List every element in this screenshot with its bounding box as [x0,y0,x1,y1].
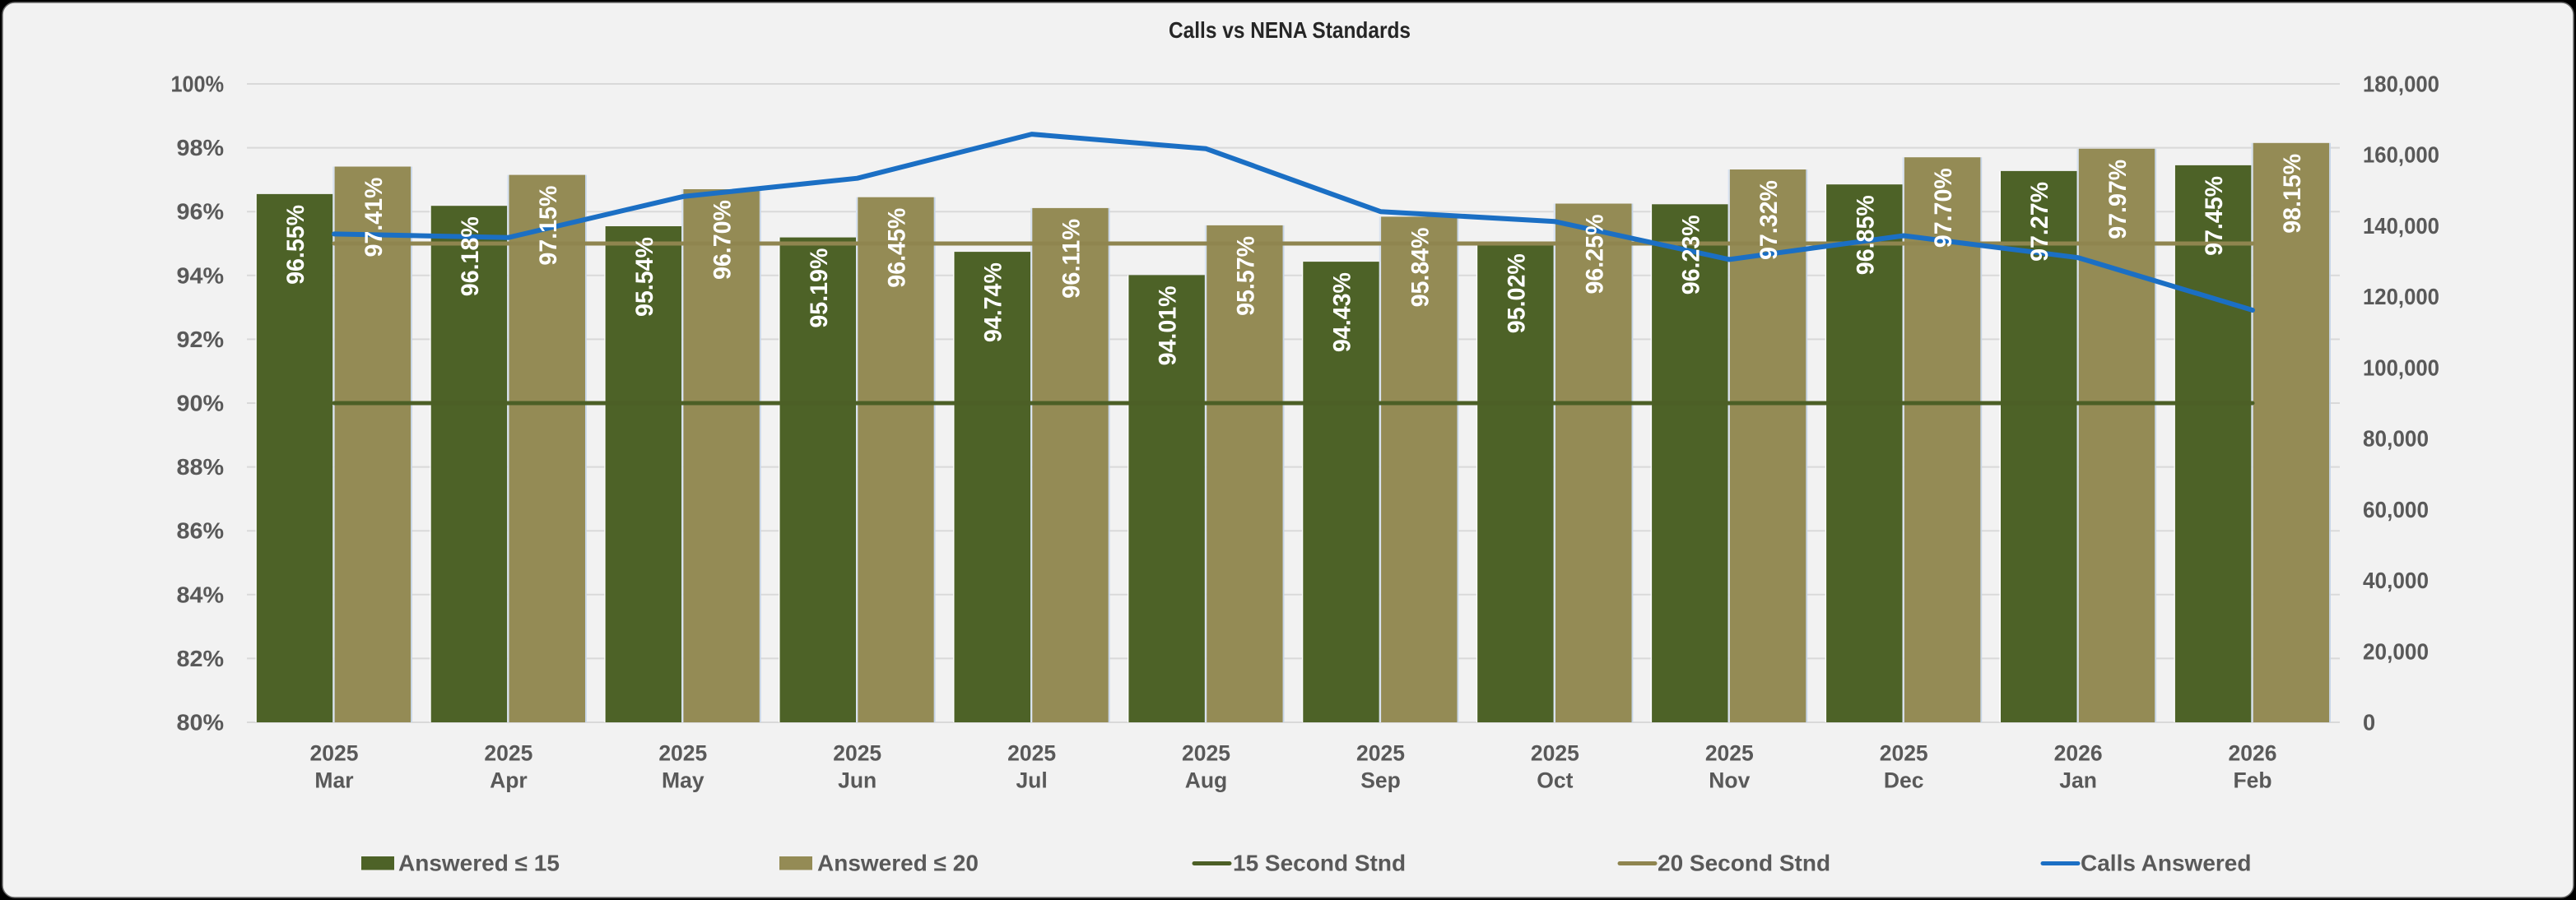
svg-text:Calls Answered: Calls Answered [2081,851,2251,876]
svg-text:98%: 98% [177,135,225,160]
svg-text:80%: 80% [177,710,225,735]
svg-text:96.85%: 96.85% [1852,195,1879,275]
svg-text:May: May [662,768,704,793]
svg-text:100,000: 100,000 [2363,355,2439,380]
svg-text:88%: 88% [177,454,225,480]
svg-text:0: 0 [2363,710,2375,735]
svg-text:2025: 2025 [1880,741,1928,766]
svg-text:15 Second Stnd: 15 Second Stnd [1233,851,1406,876]
svg-text:96.23%: 96.23% [1677,215,1704,295]
svg-text:2025: 2025 [833,741,881,766]
svg-text:2025: 2025 [1182,741,1230,766]
svg-text:Jun: Jun [838,768,876,793]
svg-text:2026: 2026 [2229,741,2277,766]
svg-text:60,000: 60,000 [2363,497,2429,522]
svg-text:180,000: 180,000 [2363,72,2439,97]
svg-text:95.84%: 95.84% [1407,227,1434,307]
svg-text:2025: 2025 [484,741,532,766]
svg-text:Apr: Apr [490,768,528,793]
svg-text:96.25%: 96.25% [1581,215,1608,295]
svg-text:40,000: 40,000 [2363,568,2429,593]
svg-text:97.15%: 97.15% [535,186,562,266]
svg-text:2026: 2026 [2054,741,2103,766]
svg-text:97.41%: 97.41% [360,178,388,257]
svg-text:2025: 2025 [1705,741,1754,766]
svg-text:94.01%: 94.01% [1155,285,1182,365]
svg-text:86%: 86% [177,518,225,544]
svg-text:97.45%: 97.45% [2201,176,2228,256]
svg-text:82%: 82% [177,646,225,671]
svg-text:96.18%: 96.18% [457,216,484,296]
svg-text:2025: 2025 [1356,741,1405,766]
svg-text:Jul: Jul [1016,768,1047,793]
svg-text:96.45%: 96.45% [884,208,911,288]
svg-text:96%: 96% [177,199,225,225]
svg-text:Feb: Feb [2233,768,2271,793]
svg-text:97.32%: 97.32% [1755,180,1783,260]
svg-text:Oct: Oct [1537,768,1573,793]
svg-text:2025: 2025 [1007,741,1056,766]
svg-text:97.70%: 97.70% [1930,168,1957,248]
svg-text:84%: 84% [177,582,225,607]
svg-text:20 Second Stnd: 20 Second Stnd [1658,851,1830,876]
svg-text:90%: 90% [177,391,225,416]
svg-text:95.19%: 95.19% [806,248,833,328]
svg-text:94.43%: 94.43% [1329,272,1356,352]
svg-text:96.70%: 96.70% [709,200,737,280]
svg-text:Mar: Mar [314,768,353,793]
svg-text:Answered ≤ 15: Answered ≤ 15 [398,851,560,876]
svg-text:94%: 94% [177,262,225,288]
svg-text:160,000: 160,000 [2363,142,2439,168]
svg-text:Answered ≤ 20: Answered ≤ 20 [817,851,979,876]
svg-text:Sep: Sep [1360,768,1401,793]
svg-text:96.11%: 96.11% [1058,219,1086,299]
svg-text:95.57%: 95.57% [1232,236,1259,316]
svg-text:97.27%: 97.27% [2026,182,2053,262]
svg-text:94.74%: 94.74% [980,262,1007,342]
svg-text:97.97%: 97.97% [2104,160,2132,239]
svg-text:Jan: Jan [2059,768,2097,793]
svg-text:95.02%: 95.02% [1504,253,1531,333]
svg-text:Calls vs NENA Standards: Calls vs NENA Standards [1169,17,1411,43]
svg-text:Dec: Dec [1884,768,1924,793]
svg-text:140,000: 140,000 [2363,213,2439,239]
svg-text:2025: 2025 [658,741,707,766]
svg-text:Nov: Nov [1709,768,1750,793]
svg-text:Aug: Aug [1185,768,1228,793]
svg-text:95.54%: 95.54% [631,237,658,317]
svg-text:20,000: 20,000 [2363,638,2429,664]
svg-text:96.55%: 96.55% [282,205,309,285]
svg-text:92%: 92% [177,327,225,352]
svg-text:80,000: 80,000 [2363,426,2429,452]
svg-text:2025: 2025 [1531,741,1579,766]
svg-text:98.15%: 98.15% [2279,154,2306,234]
svg-text:2025: 2025 [310,741,359,766]
svg-text:120,000: 120,000 [2363,284,2439,309]
svg-text:100%: 100% [171,72,225,97]
